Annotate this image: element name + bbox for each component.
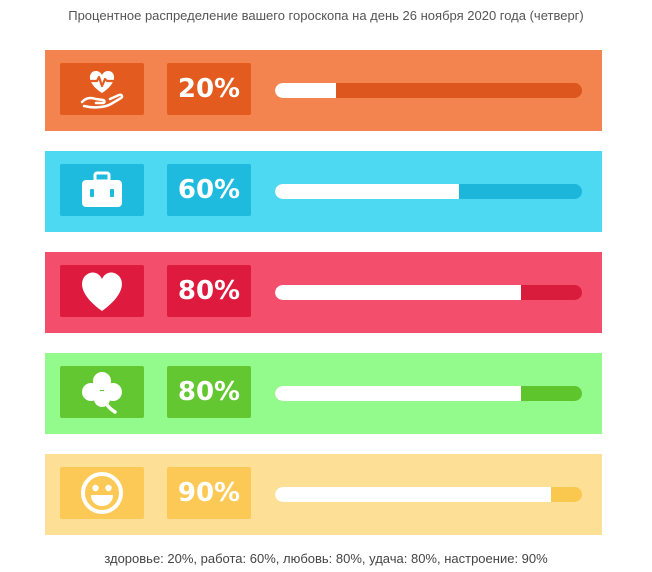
- progress-fill-work: [275, 184, 460, 199]
- progress-bar-mood: [275, 487, 582, 502]
- bar-row-mood: 90%: [45, 454, 602, 535]
- briefcase-icon: [82, 171, 122, 207]
- icon-box-luck: [60, 366, 144, 418]
- bar-row-luck: 80%: [45, 353, 602, 434]
- icon-box-love: [60, 265, 144, 317]
- progress-bar-luck: [275, 386, 582, 401]
- percent-box-mood: 90%: [167, 467, 251, 519]
- progress-fill-love: [275, 285, 521, 300]
- percent-box-love: 80%: [167, 265, 251, 317]
- horoscope-bars: 20% 60% 80%: [45, 50, 602, 535]
- page-title: Процентное распределение вашего гороскоп…: [68, 8, 584, 23]
- heart-in-hand-icon: [80, 71, 124, 109]
- progress-bar-health: [275, 83, 582, 98]
- progress-fill-health: [275, 83, 337, 98]
- progress-bar-love: [275, 285, 582, 300]
- percent-box-work: 60%: [167, 164, 251, 216]
- bar-row-love: 80%: [45, 252, 602, 333]
- percent-box-health: 20%: [167, 63, 251, 115]
- progress-bar-work: [275, 184, 582, 199]
- heart-icon: [82, 272, 122, 311]
- percent-box-luck: 80%: [167, 366, 251, 418]
- clover-icon: [82, 372, 122, 414]
- summary-text: здоровье: 20%, работа: 60%, любовь: 80%,…: [104, 551, 548, 566]
- icon-box-health: [60, 63, 144, 115]
- bar-row-work: 60%: [45, 151, 602, 232]
- icon-box-work: [60, 164, 144, 216]
- smiley-icon: [81, 472, 123, 514]
- bar-row-health: 20%: [45, 50, 602, 131]
- progress-fill-mood: [275, 487, 552, 502]
- progress-fill-luck: [275, 386, 521, 401]
- icon-box-mood: [60, 467, 144, 519]
